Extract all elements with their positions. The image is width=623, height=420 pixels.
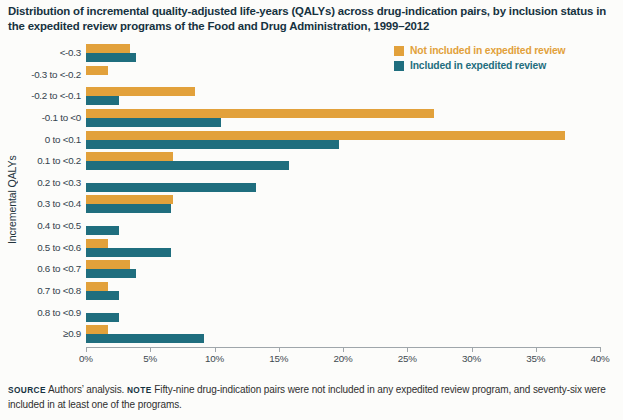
category-row: <-0.3 xyxy=(0,44,623,66)
y-axis-tick-label: -0.1 to <0 xyxy=(0,109,81,127)
category-row: -0.1 to <0 xyxy=(0,109,623,131)
category-row: -0.3 to <-0.2 xyxy=(0,66,623,88)
y-axis-tick-label: 0.7 to <0.8 xyxy=(0,282,81,300)
bar-included xyxy=(86,161,289,170)
y-axis-tick-label: 0.1 to <0.2 xyxy=(0,152,81,170)
bar-not-included xyxy=(86,109,434,118)
category-row: 0.8 to <0.9 xyxy=(0,304,623,326)
bar-not-included xyxy=(86,239,108,248)
qaly-distribution-figure: Distribution of incremental quality-adju… xyxy=(0,0,623,420)
y-axis-tick-label: 0.5 to <0.6 xyxy=(0,239,81,257)
x-axis-tick-label: 40% xyxy=(590,353,609,364)
bar-included xyxy=(86,53,136,62)
x-axis-tick xyxy=(600,348,601,352)
bar-included xyxy=(86,204,171,213)
source-text: Authors’ analysis. xyxy=(46,384,127,395)
x-axis-tick-label: 20% xyxy=(333,353,352,364)
x-axis-tick-label: 30% xyxy=(462,353,481,364)
x-axis-tick xyxy=(536,348,537,352)
y-axis-tick-label: -0.2 to <-0.1 xyxy=(0,87,81,105)
x-axis-tick-label: 35% xyxy=(526,353,545,364)
category-row: 0 to <0.1 xyxy=(0,131,623,153)
bar-included xyxy=(86,248,171,257)
category-row: 0.6 to <0.7 xyxy=(0,260,623,282)
chart-title: Distribution of incremental quality-adju… xyxy=(8,4,614,34)
bar-not-included xyxy=(86,282,108,291)
bar-not-included xyxy=(86,195,173,204)
bar-included xyxy=(86,226,119,235)
bar-included xyxy=(86,140,339,149)
x-axis-tick xyxy=(215,348,216,352)
bar-included xyxy=(86,96,119,105)
x-axis-tick xyxy=(86,348,87,352)
y-axis-tick-label: 0.3 to <0.4 xyxy=(0,195,81,213)
x-axis-tick xyxy=(343,348,344,352)
bar-not-included xyxy=(86,152,173,161)
bar-included xyxy=(86,313,119,322)
y-axis-tick-label: 0.6 to <0.7 xyxy=(0,260,81,278)
bar-not-included xyxy=(86,260,130,269)
category-row: ≥0.9 xyxy=(0,325,623,347)
category-row: 0.7 to <0.8 xyxy=(0,282,623,304)
y-axis-tick-label: 0.8 to <0.9 xyxy=(0,304,81,322)
x-axis-tick-label: 10% xyxy=(205,353,224,364)
category-row: 0.1 to <0.2 xyxy=(0,152,623,174)
x-axis-tick xyxy=(472,348,473,352)
source-label: SOURCE xyxy=(8,385,46,395)
x-axis-tick xyxy=(150,348,151,352)
bar-not-included xyxy=(86,66,108,75)
bar-included xyxy=(86,291,119,300)
y-axis-tick-label: <-0.3 xyxy=(0,44,81,62)
bar-not-included xyxy=(86,44,130,53)
note-label: NOTE xyxy=(127,385,152,395)
x-axis-tick-label: 0% xyxy=(79,353,93,364)
x-axis-tick-label: 25% xyxy=(398,353,417,364)
x-axis-tick-label: 5% xyxy=(143,353,157,364)
y-axis-tick-label: ≥0.9 xyxy=(0,325,81,343)
x-axis-tick-label: 15% xyxy=(269,353,288,364)
bar-not-included xyxy=(86,131,565,140)
bar-included xyxy=(86,183,256,192)
bar-not-included xyxy=(86,87,195,96)
y-axis-tick-label: 0.4 to <0.5 xyxy=(0,217,81,235)
category-row: 0.3 to <0.4 xyxy=(0,195,623,217)
bar-not-included xyxy=(86,325,108,334)
category-row: 0.5 to <0.6 xyxy=(0,239,623,261)
plot-area: <-0.3 -0.3 to <-0.2 -0.2 to <-0.1 -0.1 to <… xyxy=(0,44,623,347)
bar-included xyxy=(86,334,204,343)
footnote: SOURCE Authors’ analysis. NOTE Fifty-nin… xyxy=(8,383,618,411)
y-axis-tick-label: 0.2 to <0.3 xyxy=(0,174,81,192)
bar-included xyxy=(86,269,136,278)
category-row: 0.2 to <0.3 xyxy=(0,174,623,196)
x-axis-tick xyxy=(407,348,408,352)
y-axis-tick-label: 0 to <0.1 xyxy=(0,131,81,149)
x-axis-tick xyxy=(279,348,280,352)
category-row: 0.4 to <0.5 xyxy=(0,217,623,239)
bar-included xyxy=(86,118,221,127)
y-axis-tick-label: -0.3 to <-0.2 xyxy=(0,66,81,84)
category-row: -0.2 to <-0.1 xyxy=(0,87,623,109)
